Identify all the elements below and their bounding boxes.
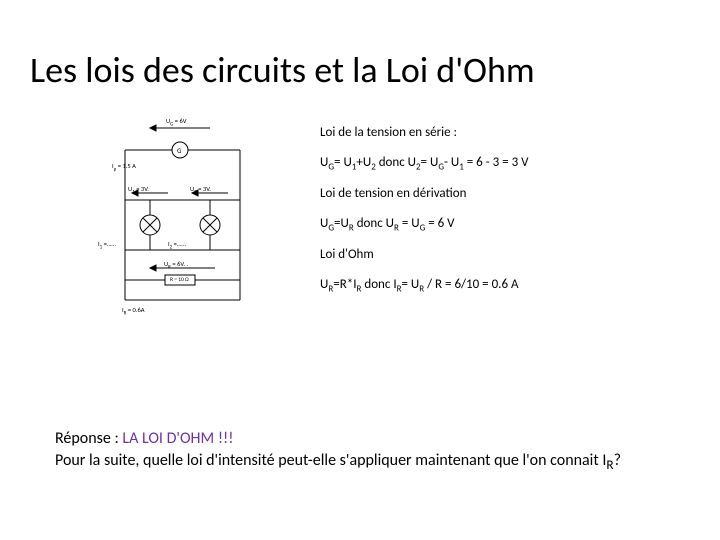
circuit-svg: G (50, 120, 280, 330)
label-ir: IR = 0.6A (122, 306, 145, 316)
reponse-prefix: Réponse : (55, 429, 122, 448)
law-line-2: UG= U1+U2 donc U2= UG- U1 = 6 - 3 = 3 V (320, 155, 700, 173)
law-line-1: Loi de la tension en série : (320, 125, 700, 142)
label-i1: I1 =…… (98, 240, 116, 250)
law-line-3: Loi de tension en dérivation (320, 186, 700, 203)
label-i2: I2 =…… (168, 240, 186, 250)
reponse-rest: Pour la suite, quelle loi d'intensité pe… (55, 451, 606, 470)
label-ug: UG = 6V (166, 117, 187, 127)
page-title: Les lois des circuits et la Loi d'Ohm (30, 48, 535, 92)
label-rbox: R = 10 Ω (170, 277, 189, 283)
label-ur: UR = 6V. . (164, 260, 188, 270)
generator-label: G (177, 146, 182, 155)
label-u2: U2 = 3V. (190, 185, 211, 195)
reponse-sub: R (606, 456, 613, 473)
law-line-6: UR=R*IR donc IR= UR / R = 6/10 = 0.6 A (320, 277, 700, 295)
law-line-4: UG=UR donc UR = UG = 6 V (320, 216, 700, 234)
label-ip: Ip = 1.5 A (112, 162, 136, 172)
label-u1: U1 = 3V. (128, 185, 149, 195)
circuit-diagram: G UG = 6V Ip = 1.5 A U1 = 3V. U2 = 3V. I… (50, 120, 280, 360)
reponse-text: Réponse : LA LOI D'OHM !!! Pour la suite… (55, 428, 655, 474)
reponse-end: ? (614, 451, 621, 470)
laws-text: Loi de la tension en série : UG= U1+U2 d… (320, 125, 700, 309)
reponse-highlight: LA LOI D'OHM !!! (122, 429, 233, 448)
law-line-5: Loi d'Ohm (320, 247, 700, 264)
